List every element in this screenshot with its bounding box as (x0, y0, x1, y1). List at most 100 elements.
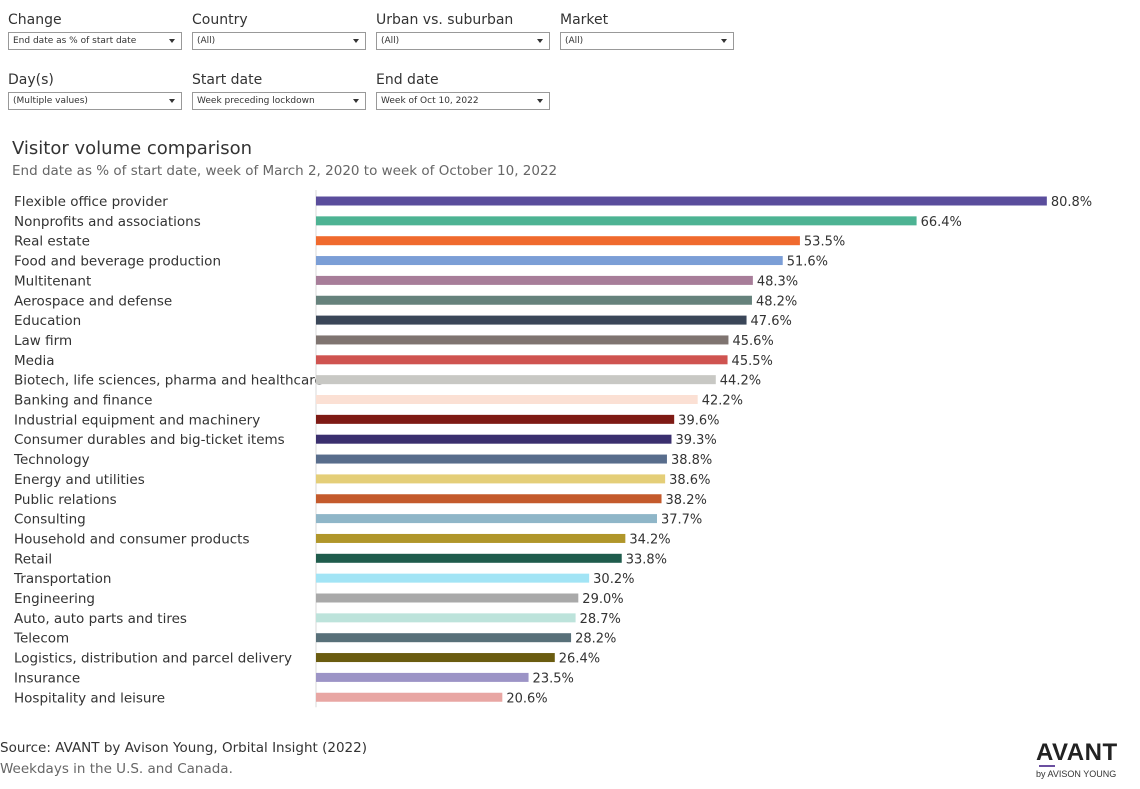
change-filter-label: Change (8, 12, 62, 28)
value-label: 45.6% (732, 334, 773, 349)
bar[interactable] (316, 355, 728, 365)
chevron-down-icon (721, 39, 727, 43)
value-label: 33.8% (626, 552, 667, 567)
bar[interactable] (316, 593, 579, 603)
bar[interactable] (316, 375, 716, 385)
country-dropdown[interactable]: (All) (192, 32, 366, 50)
bar[interactable] (316, 474, 666, 484)
category-label: Education (14, 313, 81, 329)
bar-chart: Flexible office provider 80.8% Nonprofits … (13, 190, 1092, 708)
bar[interactable] (316, 295, 752, 305)
bar[interactable] (316, 275, 753, 285)
category-label: Media (14, 353, 55, 369)
category-label: Logistics, distribution and parcel deliv… (14, 651, 292, 667)
category-label: Telecom (13, 631, 69, 647)
bar[interactable] (316, 494, 662, 504)
market-filter-label: Market (560, 12, 609, 28)
chart-subtitle: End date as % of start date, week of Mar… (12, 163, 558, 179)
avant-logo: AVANT by AVISON YOUNG (1036, 740, 1126, 780)
bar[interactable] (316, 633, 572, 643)
value-label: 29.0% (582, 592, 623, 607)
end-date-dropdown[interactable]: Week of Oct 10, 2022 (376, 92, 550, 110)
value-label: 38.2% (666, 493, 707, 508)
category-label: Engineering (14, 591, 95, 607)
value-label: 28.7% (580, 612, 621, 627)
chevron-down-icon (353, 39, 359, 43)
bar[interactable] (316, 514, 657, 524)
bar[interactable] (316, 315, 747, 325)
value-label: 39.6% (678, 413, 719, 428)
days-filter: Day(s) (Multiple values) (8, 72, 182, 110)
chevron-down-icon (169, 99, 175, 103)
market-dropdown[interactable]: (All) (560, 32, 734, 50)
value-label: 53.5% (804, 235, 845, 250)
category-label: Law firm (14, 333, 72, 349)
value-label: 48.2% (756, 294, 797, 309)
bar[interactable] (316, 653, 555, 663)
category-label: Auto, auto parts and tires (14, 611, 187, 627)
end-date-filter: End date Week of Oct 10, 2022 (376, 72, 550, 110)
bar[interactable] (316, 236, 800, 246)
chart-title: Visitor volume comparison (12, 138, 252, 159)
category-label: Energy and utilities (14, 472, 145, 488)
category-label: Transportation (13, 571, 111, 587)
value-label: 34.2% (629, 532, 670, 547)
category-label: Food and beverage production (14, 254, 221, 270)
logo-accent (1039, 765, 1055, 767)
value-label: 26.4% (559, 652, 600, 667)
country-filter: Country (All) (192, 12, 366, 50)
country-filter-label: Country (192, 12, 248, 28)
bar[interactable] (316, 335, 729, 345)
bar[interactable] (316, 692, 503, 702)
category-label: Aerospace and defense (14, 293, 172, 309)
category-label: Nonprofits and associations (14, 214, 201, 230)
chevron-down-icon (537, 99, 543, 103)
bar[interactable] (316, 533, 626, 543)
start-date-filter-label: Start date (192, 72, 263, 88)
bar[interactable] (316, 672, 529, 682)
value-label: 38.8% (671, 453, 712, 468)
bar[interactable] (316, 414, 675, 424)
category-label: Banking and finance (14, 393, 152, 409)
logo-subtitle: by AVISON YOUNG (1036, 769, 1117, 779)
chevron-down-icon (537, 39, 543, 43)
bar[interactable] (316, 573, 590, 583)
bar[interactable] (316, 216, 917, 226)
start-date-filter: Start date Week preceding lockdown (192, 72, 366, 110)
value-label: 39.3% (675, 433, 716, 448)
bar[interactable] (316, 553, 622, 563)
bar[interactable] (316, 256, 783, 266)
days-dropdown[interactable]: (Multiple values) (8, 92, 182, 110)
category-label: Real estate (14, 234, 90, 250)
urban-filter: Urban vs. suburban (All) (376, 12, 550, 50)
value-label: 48.3% (757, 274, 798, 289)
chevron-down-icon (353, 99, 359, 103)
bar[interactable] (316, 454, 667, 464)
category-label: Industrial equipment and machinery (14, 412, 260, 428)
category-label: Consumer durables and big-ticket items (14, 432, 285, 448)
category-label: Multitenant (14, 273, 91, 289)
value-label: 20.6% (506, 691, 547, 706)
bar[interactable] (316, 395, 698, 404)
category-label: Public relations (14, 492, 117, 508)
urban-dropdown[interactable]: (All) (376, 32, 550, 50)
bar[interactable] (316, 613, 576, 623)
bar[interactable] (316, 434, 672, 444)
bar[interactable] (316, 196, 1047, 206)
market-filter: Market (All) (560, 12, 734, 50)
start-date-dropdown[interactable]: Week preceding lockdown (192, 92, 366, 110)
category-label: Biotech, life sciences, pharma and healt… (14, 373, 323, 389)
country-dropdown-value: (All) (197, 36, 216, 46)
value-label: 66.4% (921, 215, 962, 230)
change-dropdown-value: End date as % of start date (13, 36, 137, 46)
days-dropdown-value: (Multiple values) (13, 96, 88, 106)
category-label: Insurance (14, 670, 80, 686)
category-label: Retail (14, 551, 52, 567)
category-label: Consulting (14, 512, 86, 528)
days-filter-label: Day(s) (8, 72, 54, 88)
value-label: 30.2% (593, 572, 634, 587)
end-date-dropdown-value: Week of Oct 10, 2022 (381, 96, 479, 106)
value-label: 47.6% (751, 314, 792, 329)
change-dropdown[interactable]: End date as % of start date (8, 32, 182, 50)
value-label: 37.7% (661, 513, 702, 528)
